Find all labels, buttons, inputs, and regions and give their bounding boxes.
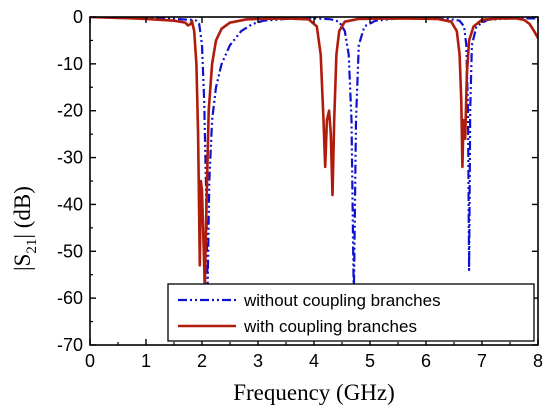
x-tick-label: 8: [533, 351, 543, 371]
y-tick-label: -40: [57, 194, 83, 214]
legend-box: [167, 283, 535, 342]
plot-layer: [90, 17, 538, 300]
y-axis-title-sub: 21: [24, 239, 40, 254]
x-tick-label: 1: [141, 351, 151, 371]
x-tick-label: 2: [197, 351, 207, 371]
series-line-without-coupling: [90, 17, 538, 300]
y-tick-label: -70: [57, 335, 83, 355]
legend: without coupling branches with coupling b…: [167, 283, 535, 342]
y-tick-label: -60: [57, 288, 83, 308]
x-tick-label: 0: [85, 351, 95, 371]
x-axis-title: Frequency (GHz): [233, 380, 395, 405]
x-tick-label: 6: [421, 351, 431, 371]
x-tick-label: 7: [477, 351, 487, 371]
x-tick-label: 3: [253, 351, 263, 371]
y-tick-label: 0: [73, 7, 83, 27]
y-axis-title-tail: | (dB): [10, 186, 35, 239]
x-tick-label: 4: [309, 351, 319, 371]
y-tick-label: -20: [57, 101, 83, 121]
y-axis-title: |S21| (dB): [10, 186, 40, 271]
labels-layer: 0 1 2 3 4 5 6 7 8 0 -10 -20 -30 -40 -50 -60 -70 Frequency…: [10, 7, 543, 405]
y-axis-title-main: |S: [10, 254, 35, 271]
legend-label-with-coupling: with coupling branches: [243, 317, 417, 336]
series-line-with-coupling: [90, 17, 538, 291]
y-tick-label: -10: [57, 54, 83, 74]
legend-label-without-coupling: without coupling branches: [243, 291, 441, 310]
x-tick-label: 5: [365, 351, 375, 371]
y-tick-label: -30: [57, 148, 83, 168]
y-tick-label: -50: [57, 241, 83, 261]
